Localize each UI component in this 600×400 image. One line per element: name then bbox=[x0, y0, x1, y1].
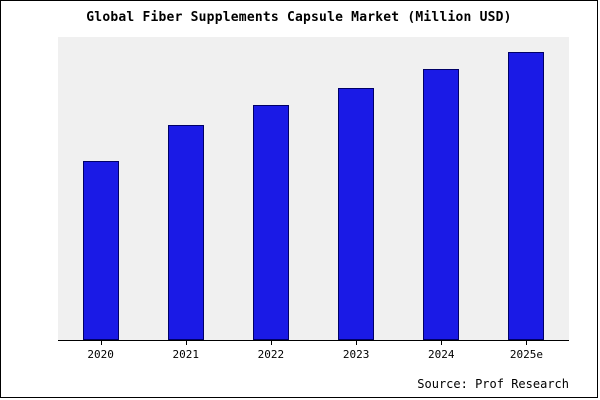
x-tick-mark bbox=[185, 341, 187, 345]
bar-column-2025e bbox=[484, 37, 569, 340]
x-tick-mark bbox=[100, 341, 102, 345]
x-axis-labels: 2020 2021 2022 2023 2024 2025e bbox=[58, 341, 569, 365]
bar-2023 bbox=[338, 87, 375, 340]
bar-2022 bbox=[252, 105, 289, 340]
x-tick-label-2022: 2022 bbox=[228, 341, 313, 365]
bar-column-2021 bbox=[143, 37, 228, 340]
bar-2024 bbox=[423, 69, 460, 340]
x-tick-mark bbox=[526, 341, 528, 345]
bar-2025e bbox=[508, 51, 545, 340]
x-tick-label-2025e: 2025e bbox=[484, 341, 569, 365]
plot-area bbox=[58, 37, 569, 341]
bar-column-2023 bbox=[314, 37, 399, 340]
bar-column-2020 bbox=[58, 37, 143, 340]
x-tick-label-2021: 2021 bbox=[143, 341, 228, 365]
x-tick-mark bbox=[270, 341, 272, 345]
bar-2021 bbox=[167, 124, 204, 340]
x-tick-mark bbox=[356, 341, 358, 345]
bar-2020 bbox=[82, 161, 119, 340]
x-tick-mark bbox=[441, 341, 443, 345]
x-tick-label-2020: 2020 bbox=[58, 341, 143, 365]
bar-column-2022 bbox=[228, 37, 313, 340]
bar-column-2024 bbox=[399, 37, 484, 340]
x-tick-label-2024: 2024 bbox=[399, 341, 484, 365]
source-text: Source: Prof Research bbox=[417, 377, 569, 391]
x-tick-label-2023: 2023 bbox=[314, 341, 399, 365]
chart-title: Global Fiber Supplements Capsule Market … bbox=[86, 10, 512, 25]
